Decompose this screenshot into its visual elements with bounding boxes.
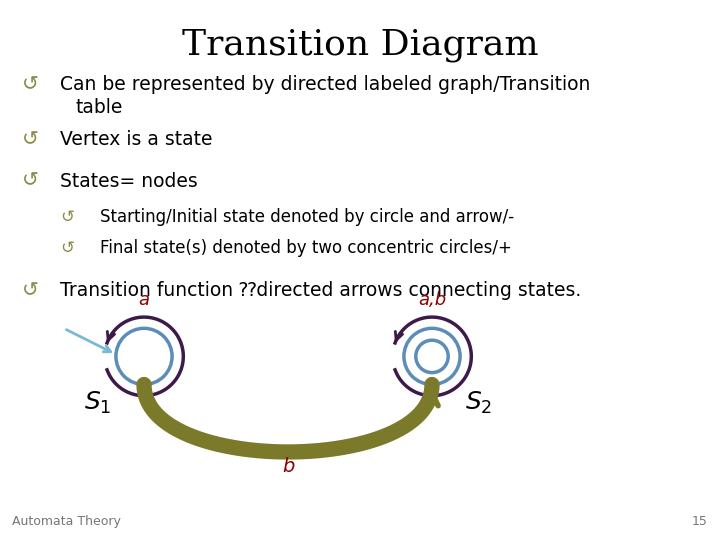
Text: a: a — [138, 291, 150, 309]
Text: table: table — [75, 98, 122, 117]
Text: 15: 15 — [692, 515, 708, 528]
Text: Transition Diagram: Transition Diagram — [181, 28, 539, 62]
Text: $S_2$: $S_2$ — [465, 389, 492, 416]
Text: ↺: ↺ — [60, 239, 74, 258]
Text: Starting/Initial state denoted by circle and arrow/-: Starting/Initial state denoted by circle… — [100, 208, 514, 226]
Text: ↺: ↺ — [22, 75, 39, 94]
Text: $S_1$: $S_1$ — [84, 389, 111, 416]
Text: ↺: ↺ — [22, 172, 39, 191]
Text: Final state(s) denoted by two concentric circles/+: Final state(s) denoted by two concentric… — [100, 239, 512, 258]
Text: States= nodes: States= nodes — [60, 172, 198, 191]
Text: Can be represented by directed labeled graph/Transition: Can be represented by directed labeled g… — [60, 75, 590, 94]
Text: ↺: ↺ — [60, 208, 74, 226]
Text: b: b — [282, 457, 294, 476]
Text: Vertex is a state: Vertex is a state — [60, 130, 212, 149]
Text: Transition function ⁇directed arrows connecting states.: Transition function ⁇directed arrows con… — [60, 281, 581, 300]
Text: a,b: a,b — [418, 291, 446, 309]
Text: Automata Theory: Automata Theory — [12, 515, 121, 528]
Text: ↺: ↺ — [22, 281, 39, 300]
Text: ↺: ↺ — [22, 130, 39, 149]
